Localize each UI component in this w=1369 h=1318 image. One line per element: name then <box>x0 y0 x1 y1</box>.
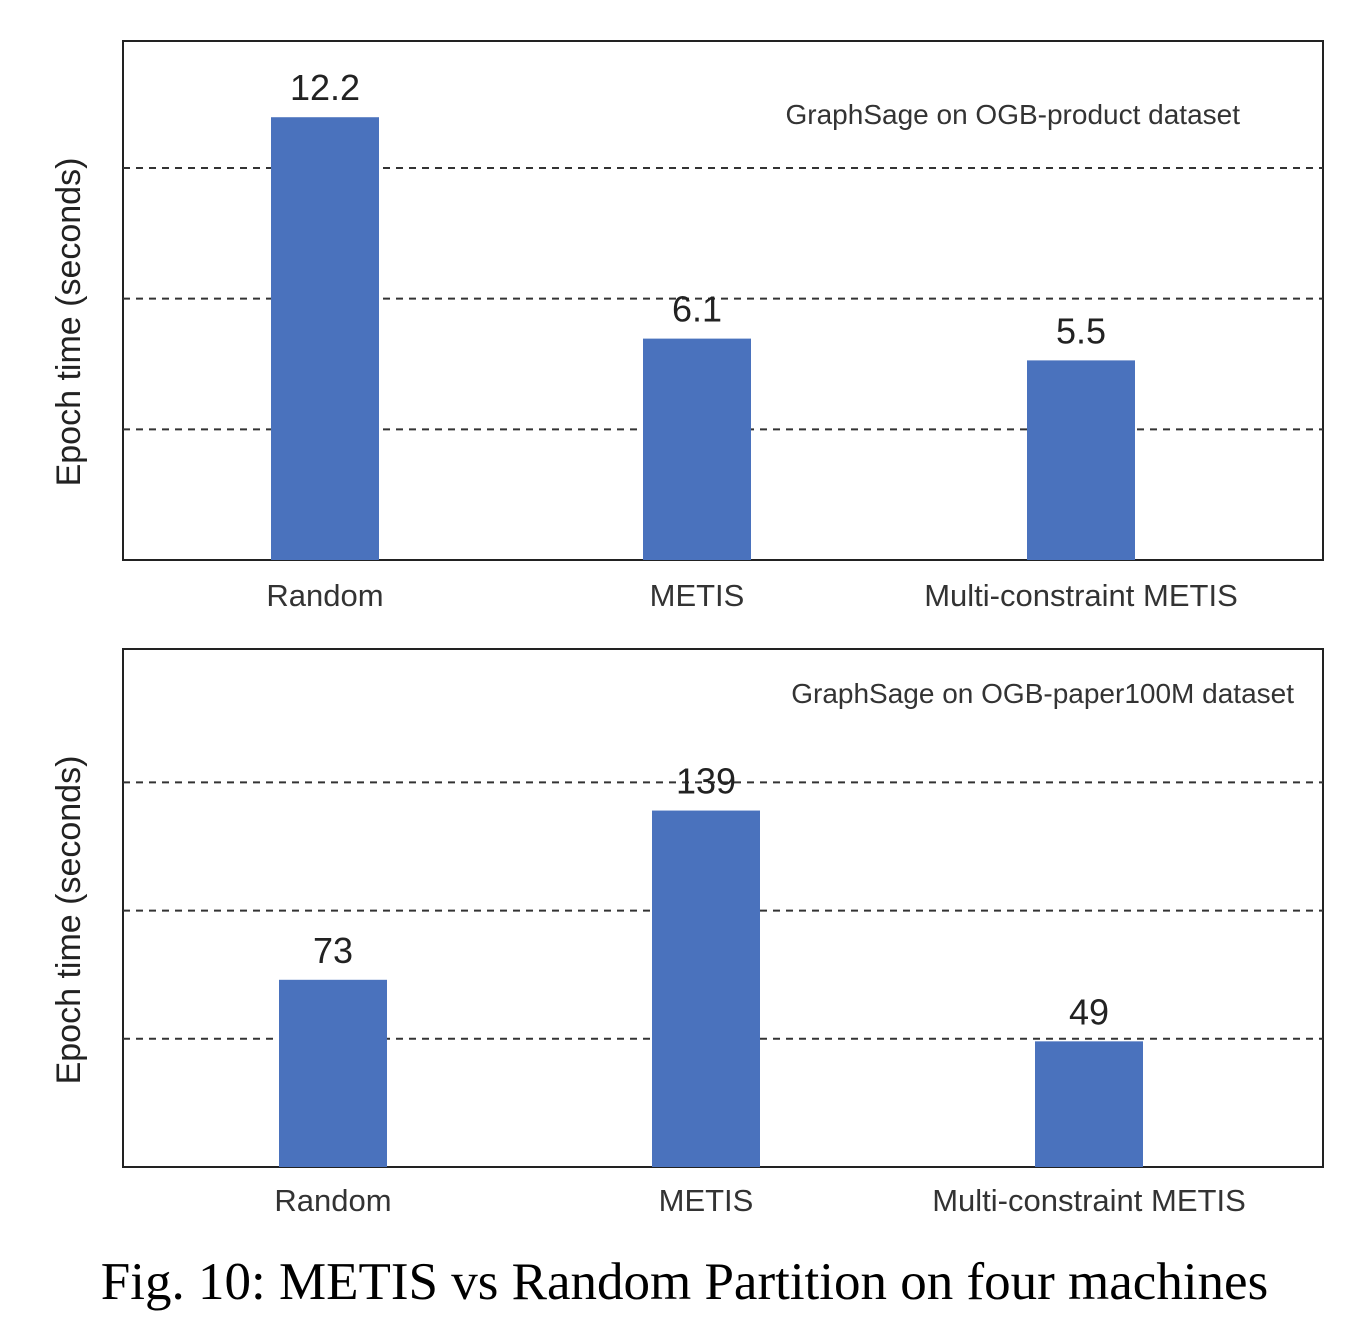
bar-2 <box>652 810 760 1167</box>
bar-3 <box>1035 1041 1143 1167</box>
data-label: 49 <box>1069 991 1109 1032</box>
bar-2 <box>643 338 751 560</box>
x-tick-label: Random <box>266 578 383 613</box>
chart-title: GraphSage on OGB-product dataset <box>786 99 1241 130</box>
bar-1 <box>279 979 387 1167</box>
chart-title: GraphSage on OGB-paper100M dataset <box>791 678 1294 709</box>
x-tick-label: Random <box>274 1183 391 1218</box>
y-axis-label: Epoch time (seconds) <box>50 158 88 487</box>
figure-caption: Fig. 10: METIS vs Random Partition on fo… <box>100 1253 1269 1311</box>
x-tick-label: Multi-constraint METIS <box>932 1183 1246 1218</box>
bar-1 <box>271 117 379 560</box>
data-label: 6.1 <box>672 289 722 330</box>
x-tick-label: Multi-constraint METIS <box>924 578 1238 613</box>
data-label: 139 <box>676 761 736 802</box>
chart-panel-2: 73 Random 139 METIS 49 Multi-constraint METIS… <box>50 648 1324 1218</box>
data-label: 12.2 <box>290 67 360 108</box>
chart-panel-1: 12.2 Random 6.1 METIS 5.5 Multi-constraint ME… <box>50 40 1324 613</box>
x-tick-label: METIS <box>650 578 745 613</box>
y-axis-label: Epoch time (seconds) <box>50 756 88 1085</box>
x-tick-label: METIS <box>659 1183 754 1218</box>
data-label: 73 <box>313 930 353 971</box>
bar-3 <box>1027 360 1135 560</box>
data-label: 5.5 <box>1056 310 1106 351</box>
